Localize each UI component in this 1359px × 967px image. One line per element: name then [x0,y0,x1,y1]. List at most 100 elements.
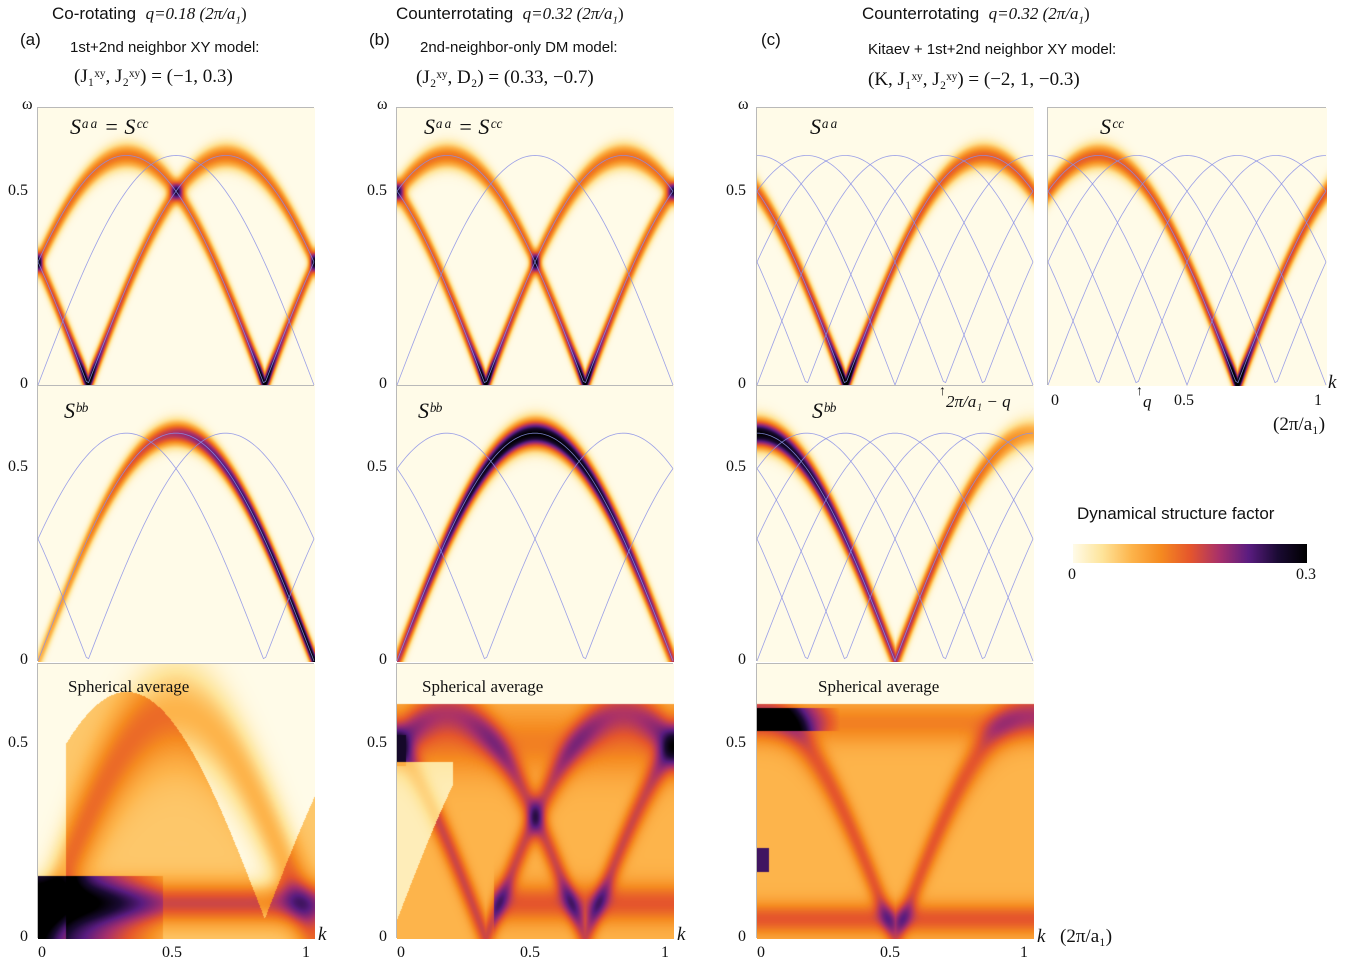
dispersion-branch-0 [1047,155,1327,386]
omega-label-c: ω [738,96,749,113]
annot-arrow-c: ↑ [939,384,946,399]
label-c-spherical: Spherical average [818,677,940,696]
ytick-a1-0: 0 [20,375,28,392]
heatmap-c-saa [756,107,1034,387]
panel-letter-b: (b) [369,30,390,49]
dispersion-branch-3 [756,432,1034,663]
dispersion-branch-2 [1047,155,1327,384]
ytick-b1-0: 0 [379,375,387,392]
ytick-a2-0: 0 [20,651,28,668]
heatmap-a-spherical [37,663,315,939]
dispersion-branch-0 [396,432,674,662]
panel-letter-a: (a) [20,30,41,49]
annot-q: q [1143,392,1152,411]
xtick-c-1: 1 [1020,944,1028,961]
colorbar-max: 0.3 [1296,566,1316,583]
ytick-b2-05: 0.5 [367,458,387,475]
label-b-saa-scc: Sᵃᵃ = Sᶜᶜ [424,114,501,139]
xtick-b-05: 0.5 [520,944,540,961]
label-c-saa: Sᵃᵃ [810,114,839,139]
dispersion-branch-1 [37,155,315,384]
heatmap-c-scc [1047,107,1327,387]
heatmap-c-spherical [756,663,1034,939]
heatmap-b-sbb [396,385,674,662]
dispersion-branch-2 [756,432,1034,660]
model-b: 2nd-neighbor-only DM model: [420,39,618,56]
dispersion-branch-3 [756,155,1034,387]
dispersion-branch-2 [396,432,674,660]
xtick-cr-0: 0 [1051,392,1059,409]
k-label-b: k [677,924,686,945]
annot-arrow-q: ↑ [1136,384,1143,399]
label-a-sbb: Sᵇᵇ [64,398,87,423]
dispersion-branch-2 [37,432,315,660]
ytick-c3-0: 0 [738,928,746,945]
dispersion-branch-0 [756,155,1034,386]
dispersion-branch-0 [37,432,315,662]
dispersion-branch-0 [396,155,674,386]
dispersion-branch-5 [1047,155,1327,384]
panel-letter-c: (c) [761,30,781,49]
label-a-spherical: Spherical average [68,677,190,696]
label-b-spherical: Spherical average [422,677,544,696]
ytick-a2-05: 0.5 [8,458,28,475]
label-a-saa-scc: Sᵃᵃ = Sᶜᶜ [70,114,147,139]
xtick-a-05: 0.5 [162,944,182,961]
xtick-cr-05: 0.5 [1174,392,1194,409]
ytick-b1-05: 0.5 [367,182,387,199]
dispersion-branch-0 [37,155,315,386]
ytick-c2-0: 0 [738,651,746,668]
heatmap-a-saa [37,107,315,386]
xtick-c-05: 0.5 [880,944,900,961]
params-c: (K, J₁ˣʸ, J₂ˣʸ) = (−2, 1, −0.3) [868,69,1080,90]
k-unit-c: (2π/a₁) [1060,926,1113,947]
dispersion-branch-3 [1047,155,1327,387]
xtick-b-1: 1 [661,944,669,961]
heatmap-b-saa [396,107,674,386]
dispersion-branch-5 [756,155,1034,384]
dispersion-branch-2 [37,155,315,384]
k-label-c: k [1037,926,1046,947]
xtick-c-0: 0 [757,944,765,961]
ytick-a3-05: 0.5 [8,734,28,751]
ytick-a1-05: 0.5 [8,182,28,199]
heatmap-b-spherical [396,663,674,939]
omega-label-a: ω [22,96,33,113]
params-b: (J₂ˣʸ, D₂) = (0.33, −0.7) [416,67,594,88]
k-label-a: k [318,924,327,945]
ytick-b3-05: 0.5 [367,734,387,751]
dispersion-branch-0 [756,432,1034,662]
k-unit-cr: (2π/a₁) [1273,414,1326,435]
ytick-c2-05: 0.5 [726,458,746,475]
model-c: Kitaev + 1st+2nd neighbor XY model: [868,41,1117,58]
heatmap-a-sbb [37,385,315,662]
column-b-header: Counterrotating q=0.32 (2π/a1) [396,4,624,27]
params-a: (J₁ˣʸ, J₂ˣʸ) = (−1, 0.3) [74,66,233,87]
ytick-a3-0: 0 [20,928,28,945]
ytick-b3-0: 0 [379,928,387,945]
xtick-cr-1: 1 [1314,392,1322,409]
label-c-scc: Sᶜᶜ [1100,114,1123,139]
ytick-b2-0: 0 [379,651,387,668]
label-b-sbb: Sᵇᵇ [418,398,441,423]
label-c-sbb: Sᵇᵇ [812,398,835,423]
column-a-header: Co-rotating q=0.18 (2π/a1) [52,4,247,27]
dispersion-branch-1 [37,432,315,660]
xtick-a-0: 0 [38,944,46,961]
dispersion-branch-2 [756,155,1034,384]
column-c-header: Counterrotating q=0.32 (2π/a1) [862,4,1090,27]
annot-2pi-minus-q: 2π/a₁ − q [946,392,1011,411]
colorbar-title: Dynamical structure factor [1077,504,1275,523]
ytick-c3-05: 0.5 [726,734,746,751]
k-label-cr: k [1328,372,1337,393]
xtick-b-0: 0 [397,944,405,961]
dispersion-branch-5 [756,432,1034,660]
model-a: 1st+2nd neighbor XY model: [70,39,260,56]
dispersion-branch-2 [396,155,674,384]
xtick-a-1: 1 [302,944,310,961]
heatmap-c-sbb [756,385,1034,663]
ytick-c1-0: 0 [738,375,746,392]
colorbar [1073,544,1307,563]
ytick-c1-05: 0.5 [726,182,746,199]
omega-label-b: ω [377,96,388,113]
